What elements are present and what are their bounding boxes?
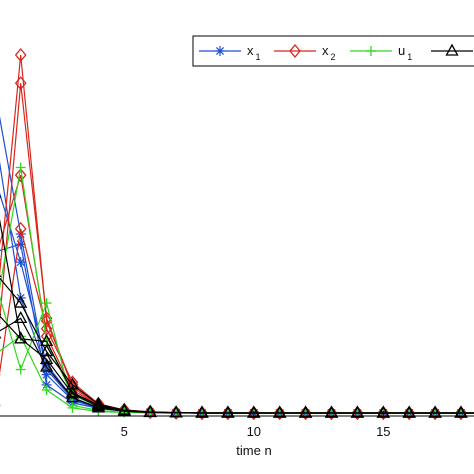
data-point [14,221,27,236]
data-point [91,400,105,413]
data-point [40,359,54,372]
series-line [0,161,474,418]
legend-marker [445,43,459,56]
data-point [15,364,26,375]
data-point [273,405,287,418]
data-point [376,405,390,418]
data-point [324,405,339,418]
series-path [0,83,474,414]
plot-area [0,47,474,421]
legend-entry [431,43,473,56]
data-point [67,402,78,413]
data-point [247,405,261,418]
x-tick-label: 10 [247,424,261,439]
series-path [0,116,474,414]
data-point [14,168,27,183]
legend-marker [215,46,225,56]
x-tick-label: 15 [376,424,390,439]
data-point [41,384,52,395]
data-point [350,405,364,418]
series-path [0,167,474,414]
legend-marker [289,43,301,59]
data-point [14,47,27,63]
series-path [0,161,474,414]
data-point [377,405,390,421]
data-point [196,405,208,421]
data-point [40,344,54,357]
data-point [41,298,52,309]
data-point [299,405,313,418]
data-point [351,405,364,421]
data-point [454,405,468,418]
data-point [273,405,286,421]
data-point [14,76,27,91]
series-line [0,311,474,418]
data-point [222,405,234,421]
data-point [247,405,260,421]
data-point [40,351,54,364]
x-axis-ticks: 5 10 15 [121,411,391,439]
data-point [41,379,52,390]
data-point [195,405,209,418]
data-point [402,405,416,418]
data-point [221,405,235,418]
data-point [14,311,28,324]
x-axis-title: time n [236,443,271,458]
series-path [0,54,474,414]
data-point [169,405,183,418]
data-point [14,331,28,344]
series-line [0,47,474,421]
data-point [455,405,467,421]
data-point [299,405,312,421]
data-point [15,162,26,173]
data-point [429,405,441,421]
legend-marker [366,46,376,56]
data-point [65,390,80,403]
data-point [14,295,28,308]
data-point [428,405,442,418]
data-point [403,405,416,421]
data-point [170,405,182,420]
data-point [144,404,157,419]
series-line [0,76,474,421]
series-line [0,116,474,418]
x-tick-label: 5 [121,424,128,439]
data-point [325,405,338,421]
